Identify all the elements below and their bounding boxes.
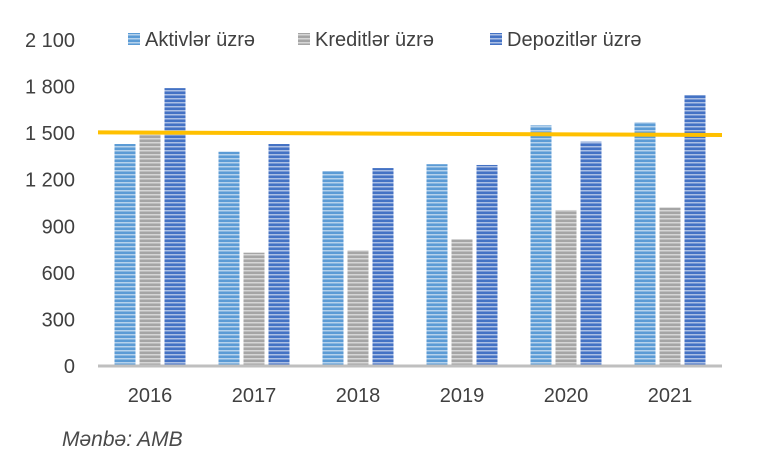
y-tick-label: 300 (42, 309, 75, 331)
legend-label: Depozitlər üzrə (507, 29, 642, 51)
bar-2017-0 (218, 151, 240, 366)
bar-2020-2 (580, 141, 602, 366)
bar-2017-2 (268, 144, 290, 366)
legend-swatch (128, 33, 140, 45)
bar-2016-2 (164, 88, 186, 366)
x-tick-label: 2016 (128, 385, 173, 407)
x-tick-label: 2018 (336, 385, 381, 407)
bar-2019-1 (451, 239, 473, 366)
y-tick-label: 0 (64, 356, 75, 378)
bar-2021-2 (684, 95, 706, 366)
bar-2016-0 (114, 144, 136, 366)
bar-2019-2 (476, 164, 498, 366)
bar-2020-1 (555, 209, 577, 366)
y-tick-label: 600 (42, 263, 75, 285)
y-tick-label: 900 (42, 216, 75, 238)
y-tick-label: 1 500 (25, 123, 75, 145)
y-tick-label: 1 800 (25, 77, 75, 99)
legend-swatch (490, 33, 502, 45)
x-tick-label: 2021 (648, 385, 693, 407)
y-tick-label: 2 100 (25, 30, 75, 52)
bar-2019-0 (426, 164, 448, 366)
legend-label: Aktivlər üzrə (145, 29, 255, 51)
bar-2020-0 (530, 125, 552, 366)
bar-2018-1 (347, 250, 369, 366)
bar-2016-1 (139, 134, 161, 366)
bar-2021-1 (659, 207, 681, 366)
reference-line (97, 130, 723, 138)
bar-2018-0 (322, 171, 344, 366)
bar-2021-0 (634, 122, 656, 367)
source-note: Mənbə: AMB (62, 428, 183, 451)
bar-2017-1 (243, 252, 265, 366)
x-tick-label: 2020 (544, 385, 589, 407)
legend-swatch (298, 33, 310, 45)
x-tick-label: 2019 (440, 385, 485, 407)
y-tick-label: 1 200 (25, 170, 75, 192)
legend-label: Kreditlər üzrə (315, 29, 434, 51)
x-tick-label: 2017 (232, 385, 277, 407)
bar-2018-2 (372, 168, 394, 366)
